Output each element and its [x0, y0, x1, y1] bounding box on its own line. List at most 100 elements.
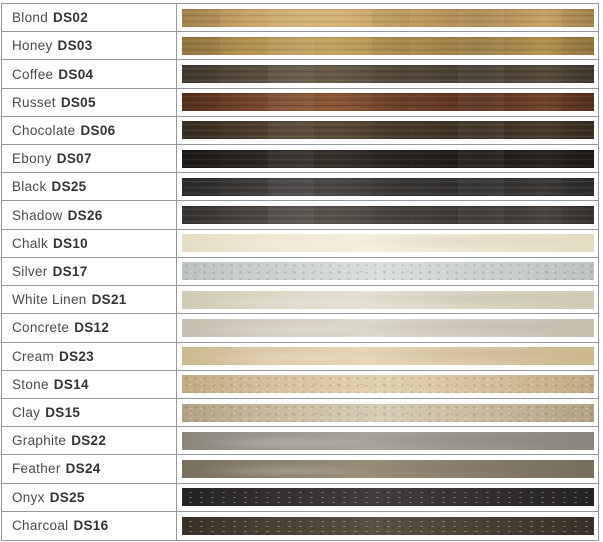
finish-code: DS12	[74, 320, 110, 336]
finish-swatch-image	[182, 8, 594, 27]
finish-label-cell: Chalk DS10	[2, 229, 177, 257]
finish-name: Ebony	[12, 151, 52, 167]
finish-code: DS23	[59, 348, 94, 364]
table-row: Stone DS14	[2, 370, 598, 399]
table-row: White Linen DS21	[2, 286, 598, 315]
finish-name: Black	[12, 179, 47, 195]
finish-code: DS26	[67, 207, 103, 223]
finish-name: Clay	[12, 405, 41, 421]
table-row: Concrete DS12	[2, 314, 598, 343]
swatch-cell	[177, 512, 598, 540]
table-row: Charcoal DS16	[2, 511, 598, 540]
finish-label-cell: Concrete DS12	[2, 314, 177, 342]
table-row: Silver DS17	[2, 257, 598, 287]
swatch-cell	[177, 484, 598, 511]
swatch-cell	[177, 427, 598, 454]
table-row: Russet DS05	[2, 88, 598, 117]
finish-label-cell: Shadow DS26	[2, 201, 177, 229]
finish-code: DS05	[60, 94, 96, 110]
finish-code: DS25	[51, 179, 87, 195]
finish-label-cell: Honey DS03	[2, 32, 177, 60]
swatch-cell	[177, 117, 598, 144]
finish-code: DS22	[71, 433, 107, 449]
finish-label-cell: Silver DS17	[2, 257, 177, 286]
table-row: Feather DS24	[2, 455, 598, 484]
finish-code: DS02	[53, 10, 89, 26]
finish-code: DS15	[45, 405, 81, 421]
finish-swatch-image	[182, 93, 594, 112]
finish-code: DS10	[53, 235, 88, 251]
swatch-cell	[177, 343, 598, 370]
finish-name: White Linen	[12, 292, 87, 308]
finish-swatch-image	[182, 403, 594, 422]
finish-name: Russet	[12, 94, 56, 110]
finish-name: Feather	[12, 461, 61, 477]
swatch-cell	[177, 258, 598, 285]
finish-name: Chocolate	[12, 122, 76, 138]
finish-label-cell: Charcoal DS16	[2, 511, 177, 540]
finish-swatch-image	[182, 431, 594, 450]
finish-swatch-image	[182, 375, 594, 394]
swatch-cell	[177, 60, 598, 87]
finish-label-cell: Graphite DS22	[2, 427, 177, 455]
finish-code: DS25	[49, 489, 85, 505]
finish-name: Cream	[12, 348, 55, 364]
finish-label-cell: Feather DS24	[2, 455, 177, 483]
finish-label-cell: White Linen DS21	[2, 286, 177, 314]
table-row: Chalk DS10	[2, 229, 598, 258]
finish-label-cell: Clay DS15	[2, 398, 177, 427]
table-row: Honey DS03	[2, 32, 598, 61]
finish-name: Graphite	[12, 433, 67, 449]
finish-swatch-image	[182, 36, 594, 55]
swatch-cell	[177, 89, 598, 116]
finish-code: DS17	[52, 263, 88, 279]
finish-name: Stone	[12, 376, 49, 392]
swatch-cell	[177, 230, 598, 257]
finish-swatch-image	[182, 262, 594, 281]
swatch-cell	[177, 314, 598, 341]
finish-label-cell: Black DS25	[2, 173, 177, 201]
finish-code: DS03	[57, 38, 93, 54]
swatch-cell	[177, 32, 598, 59]
finish-label-cell: Coffee DS04	[2, 60, 177, 88]
finish-code: DS24	[65, 461, 101, 477]
finish-swatch-image	[182, 347, 594, 366]
table-row: Ebony DS07	[2, 145, 598, 174]
table-row: Shadow DS26	[2, 201, 598, 230]
finish-label-cell: Cream DS23	[2, 342, 177, 370]
finish-code: DS14	[53, 376, 89, 392]
finishes-table: Blond DS02 Honey DS03 Coffee DS04 Russet…	[1, 3, 599, 541]
swatch-cell	[177, 371, 598, 398]
finish-label-cell: Ebony DS07	[2, 145, 177, 173]
finish-name: Concrete	[12, 320, 70, 336]
finish-name: Charcoal	[12, 518, 69, 534]
finish-swatch-image	[182, 290, 594, 309]
swatch-cell	[177, 455, 598, 482]
table-row: Cream DS23	[2, 342, 598, 371]
finish-code: DS04	[58, 66, 94, 82]
finish-name: Chalk	[12, 235, 49, 251]
finish-label-cell: Russet DS05	[2, 88, 177, 116]
finish-swatch-image	[182, 516, 594, 535]
finish-code: DS21	[91, 292, 127, 308]
table-row: Clay DS15	[2, 398, 598, 428]
finish-swatch-image	[182, 206, 594, 225]
finish-name: Shadow	[12, 207, 63, 223]
swatch-cell	[177, 145, 598, 172]
finish-code: DS16	[73, 518, 109, 534]
finish-label-cell: Chocolate DS06	[2, 116, 177, 145]
table-row: Coffee DS04	[2, 60, 598, 89]
finish-swatch-image	[182, 488, 594, 507]
finish-swatch-image	[182, 65, 594, 84]
finish-name: Silver	[12, 263, 48, 279]
table-row: Black DS25	[2, 173, 598, 202]
finish-label-cell: Blond DS02	[2, 4, 177, 32]
table-row: Chocolate DS06	[2, 116, 598, 146]
finish-swatch-image	[182, 149, 594, 168]
swatch-cell	[177, 286, 598, 313]
finish-code: DS06	[80, 122, 116, 138]
finish-name: Onyx	[12, 489, 45, 505]
table-row: Blond DS02	[2, 4, 598, 33]
finish-swatch-image	[182, 121, 594, 140]
